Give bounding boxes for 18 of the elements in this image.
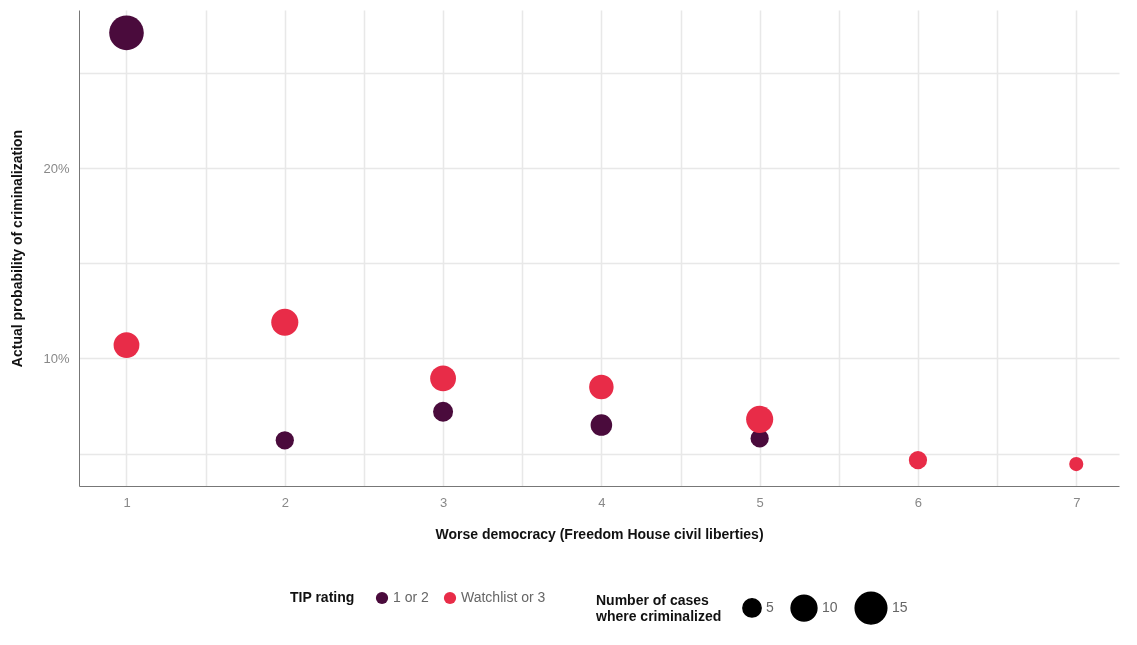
y-axis-title: Actual probability of criminalization [9, 129, 26, 368]
x-axis-title: Worse democracy (Freedom House civil liberties) [435, 525, 764, 542]
legend-label: 15 [892, 599, 908, 616]
legend-label: 5 [766, 598, 774, 615]
x-tick-label: 3 [439, 494, 448, 510]
x-tick-label: 4 [598, 494, 606, 510]
legend-label: Watchlist or 3 [461, 589, 546, 605]
x-tick-label: 5 [756, 494, 764, 510]
x-tick-label: 1 [123, 494, 131, 510]
x-tick-label: 6 [914, 494, 923, 510]
y-tick-label: 20% [43, 160, 70, 176]
text: Number of cases where criminalized [595, 592, 722, 624]
legend-title: TIP rating [290, 589, 355, 605]
x-tick-label: 7 [1073, 494, 1081, 510]
y-tick-label: 10% [43, 350, 70, 366]
x-tick-label: 2 [281, 494, 289, 510]
legend-label: 1 or 2 [393, 589, 430, 605]
legend-label: 10 [822, 599, 838, 616]
